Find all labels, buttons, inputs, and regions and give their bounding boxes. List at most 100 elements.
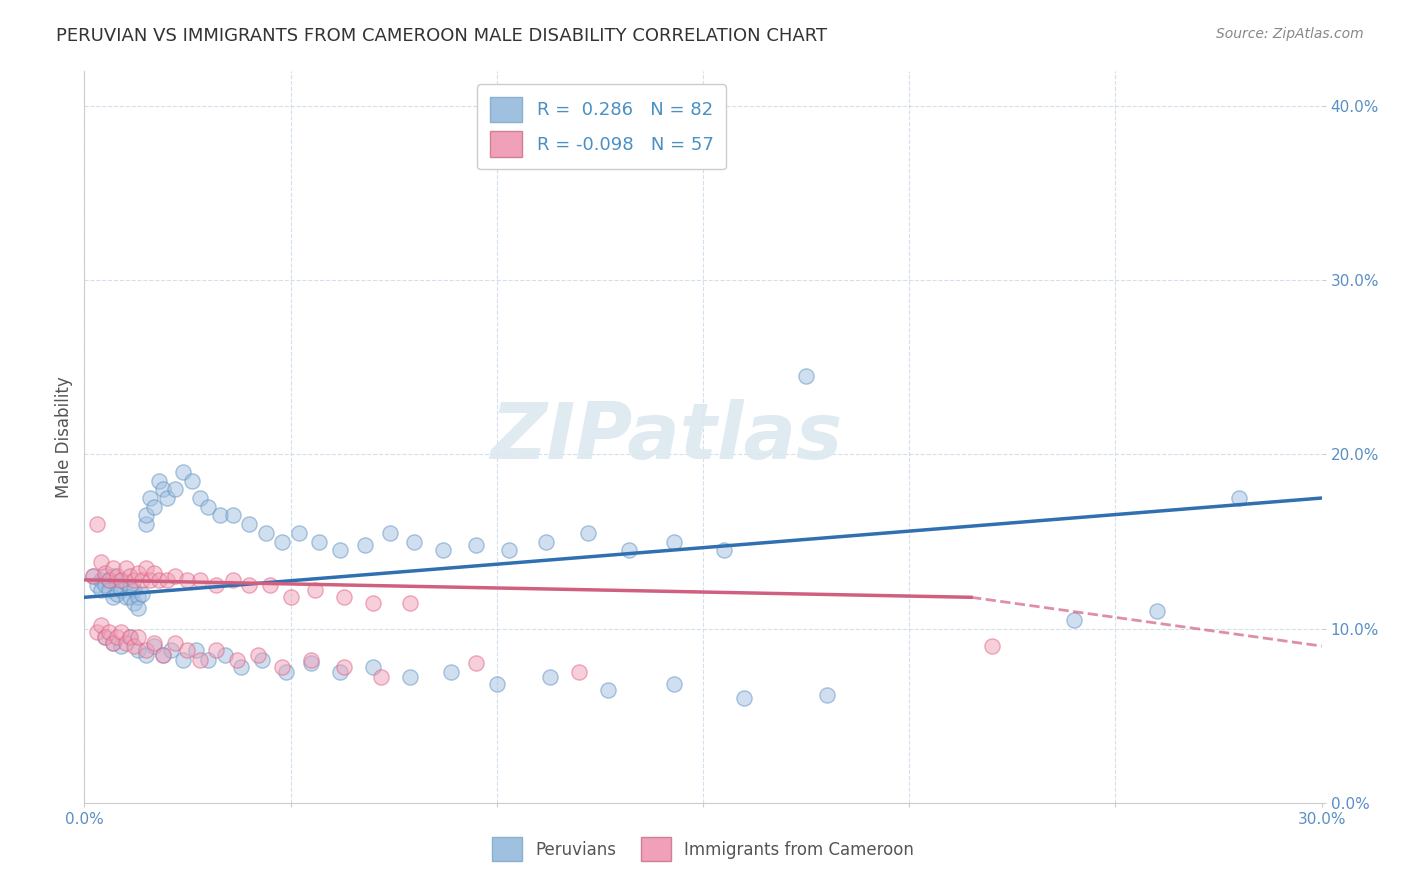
Point (176, 642, 198, 657)
Point (110, 573, 132, 587)
Point (172, 465, 194, 479)
Point (122, 583, 145, 598)
Point (271, 534, 294, 549)
Point (498, 543, 520, 558)
Point (259, 578, 281, 592)
Point (135, 648, 157, 662)
Point (329, 665, 352, 680)
Point (399, 595, 422, 609)
Point (86, 517, 108, 532)
Point (188, 653, 211, 667)
Point (361, 595, 384, 609)
Point (440, 665, 463, 680)
Point (299, 653, 322, 667)
Point (165, 569, 187, 583)
Point (94, 578, 117, 592)
Text: ZIPatlas: ZIPatlas (489, 399, 842, 475)
Point (980, 639, 1002, 653)
Point (538, 670, 561, 684)
Point (205, 578, 228, 592)
Point (280, 591, 302, 605)
Point (152, 483, 174, 497)
Text: Source: ZipAtlas.com: Source: ZipAtlas.com (1216, 27, 1364, 41)
Point (222, 573, 245, 587)
Point (222, 508, 245, 523)
Point (127, 631, 149, 645)
Point (662, 534, 685, 549)
Point (135, 517, 157, 532)
Point (209, 508, 232, 523)
Y-axis label: Male Disability: Male Disability (55, 376, 73, 498)
Point (143, 500, 166, 514)
Point (110, 639, 132, 653)
Point (135, 508, 157, 523)
Point (94, 631, 117, 645)
Point (1227, 491, 1250, 505)
Point (353, 538, 375, 552)
Point (598, 682, 620, 697)
Point (197, 653, 219, 667)
Point (114, 576, 136, 591)
Point (105, 631, 128, 645)
Point (118, 631, 141, 645)
Point (143, 635, 166, 649)
Point (122, 639, 145, 653)
Point (94, 569, 117, 583)
Point (139, 491, 162, 505)
Point (86, 625, 108, 640)
Point (160, 642, 183, 657)
Point (165, 483, 187, 497)
Point (127, 642, 149, 657)
Point (172, 653, 194, 667)
Point (250, 653, 273, 667)
Point (90, 556, 112, 570)
Point (127, 566, 149, 580)
Point (246, 648, 269, 662)
Point (692, 125, 714, 139)
Point (404, 534, 426, 549)
Point (378, 525, 401, 540)
Point (110, 573, 132, 587)
Point (118, 631, 141, 645)
Point (180, 474, 202, 488)
Point (399, 670, 422, 684)
Point (118, 580, 141, 594)
Point (165, 635, 187, 649)
Point (617, 543, 640, 558)
Point (122, 595, 145, 609)
Point (370, 670, 392, 684)
Point (733, 691, 755, 706)
Point (214, 648, 236, 662)
Point (184, 642, 207, 657)
Point (131, 573, 153, 587)
Point (156, 491, 179, 505)
Point (103, 569, 125, 583)
Point (308, 534, 330, 549)
Point (333, 660, 356, 674)
Point (103, 560, 125, 574)
Point (82, 569, 104, 583)
Point (98, 573, 121, 587)
Point (536, 534, 558, 549)
Point (143, 639, 166, 653)
Point (148, 474, 170, 488)
Point (432, 543, 454, 558)
Point (135, 642, 157, 657)
Point (118, 591, 141, 605)
Point (105, 569, 128, 583)
Point (1146, 604, 1168, 618)
Point (98, 573, 121, 587)
Point (238, 578, 260, 592)
Point (1063, 613, 1085, 627)
Point (188, 491, 211, 505)
Point (271, 660, 294, 674)
Point (82, 569, 104, 583)
Point (205, 642, 228, 657)
Point (229, 660, 252, 674)
Point (794, 369, 817, 384)
Point (576, 525, 599, 540)
Point (304, 583, 326, 598)
Point (361, 660, 384, 674)
Point (90, 583, 112, 598)
Point (105, 587, 128, 601)
